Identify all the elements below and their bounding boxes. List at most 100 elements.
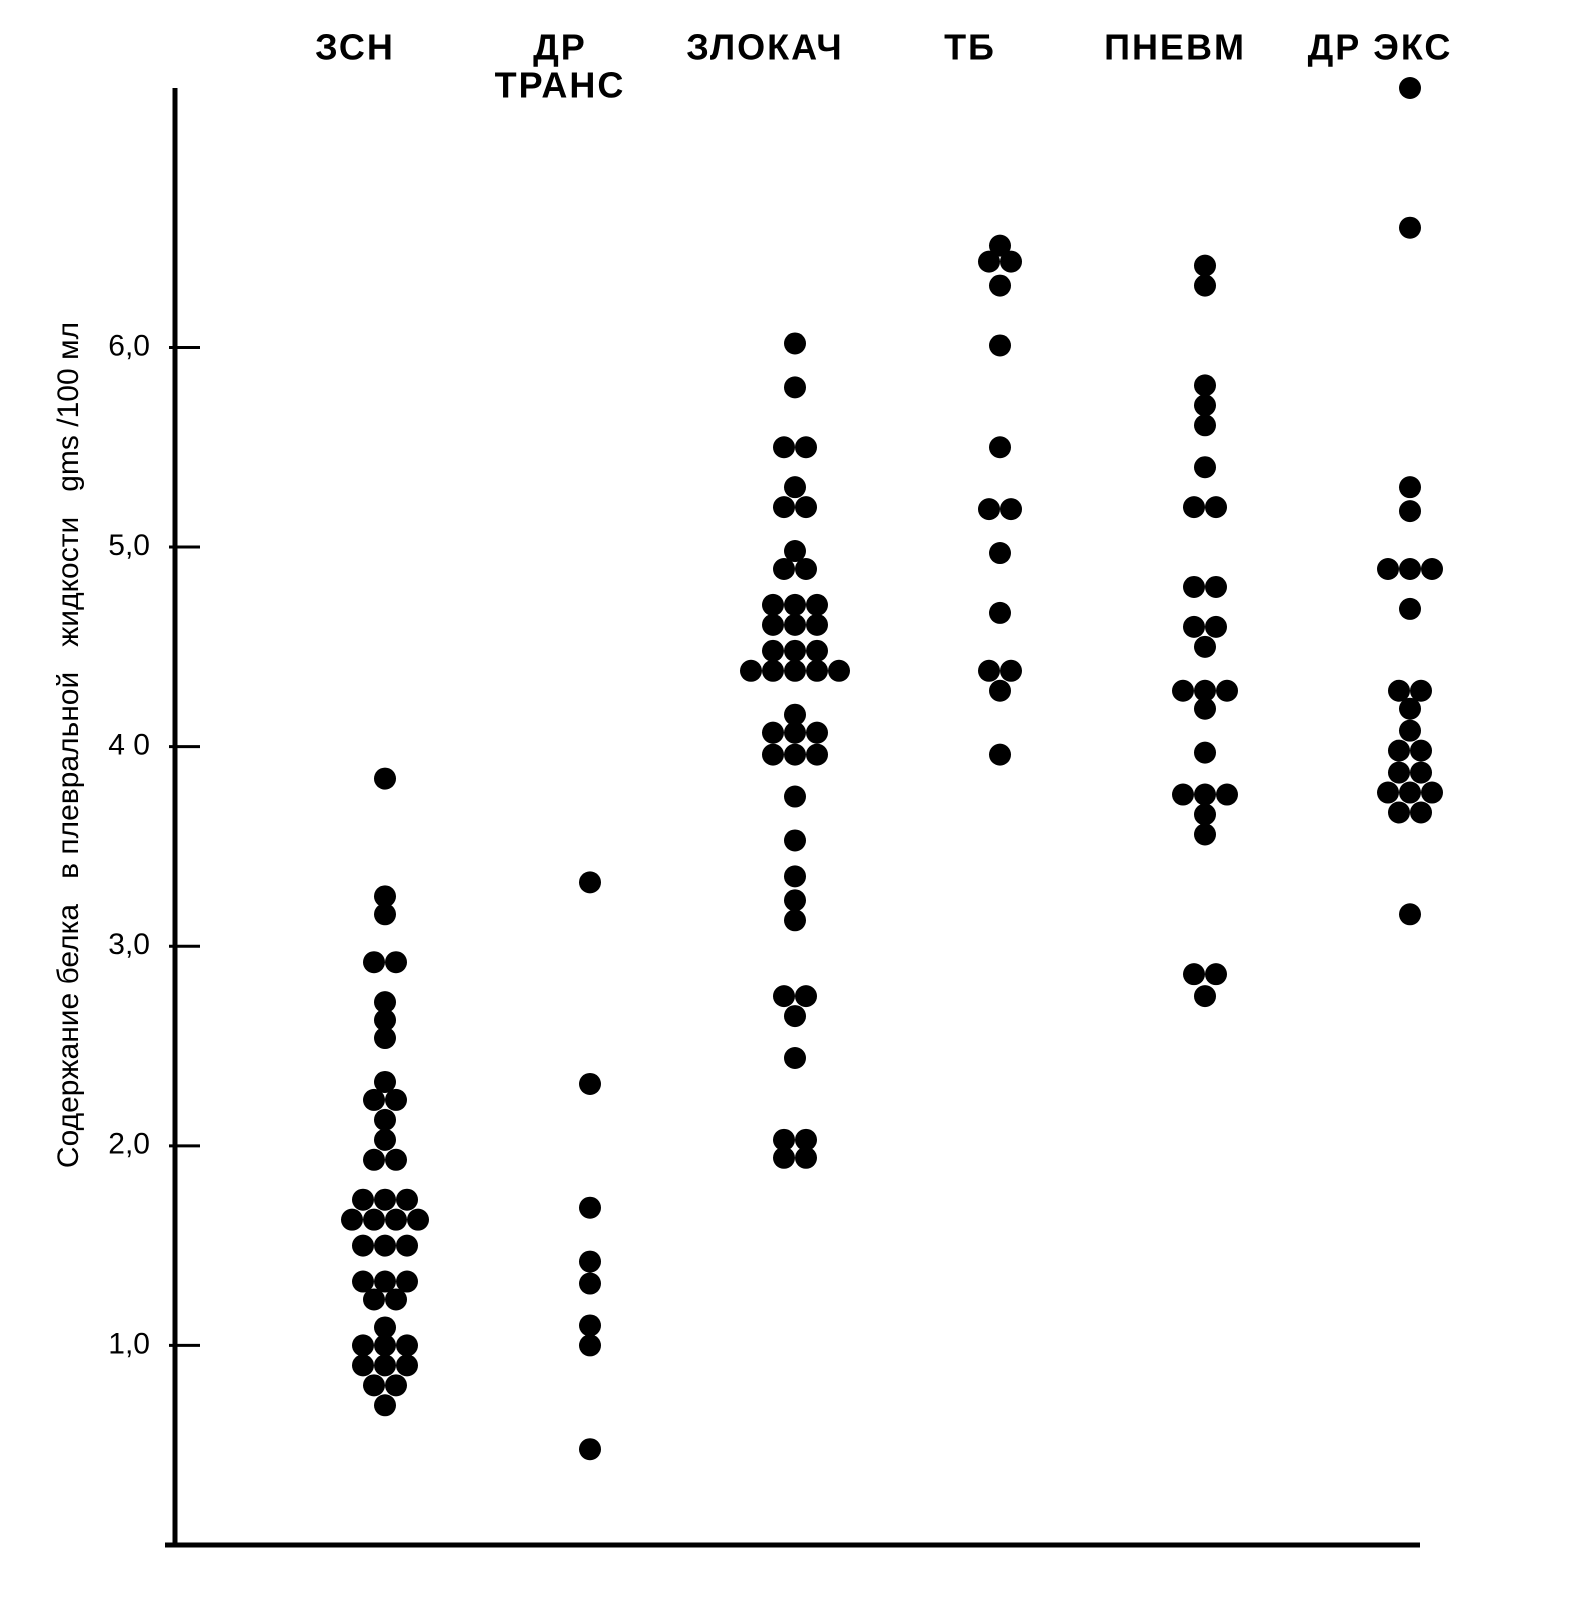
dot (784, 332, 806, 355)
dot (579, 1438, 601, 1461)
dot (363, 1208, 385, 1231)
dot (1399, 597, 1421, 620)
dot (396, 1188, 418, 1211)
dot (1194, 697, 1216, 720)
dot (806, 639, 828, 662)
dot (1421, 781, 1443, 804)
dot (784, 889, 806, 912)
dot (806, 613, 828, 636)
dot (978, 498, 1000, 521)
dot (784, 376, 806, 399)
dot (1410, 761, 1432, 784)
dot (806, 721, 828, 744)
dot (762, 639, 784, 662)
dot (1399, 697, 1421, 720)
dot (795, 496, 817, 519)
dot (978, 659, 1000, 682)
dot (385, 1148, 407, 1171)
dot (1399, 903, 1421, 926)
dot (352, 1334, 374, 1357)
dot (740, 659, 762, 682)
dot (1410, 801, 1432, 824)
dot (1194, 274, 1216, 297)
dot (579, 1272, 601, 1295)
dot (579, 1196, 601, 1219)
dot (989, 274, 1011, 297)
dot (784, 721, 806, 744)
dot (773, 985, 795, 1008)
dot (773, 558, 795, 581)
dot (1377, 558, 1399, 581)
dot (374, 767, 396, 790)
dot (989, 679, 1011, 702)
dot (1194, 394, 1216, 417)
category-label: ПНЕВМ (1104, 27, 1246, 68)
dot (806, 743, 828, 766)
dot (385, 1374, 407, 1397)
dot (374, 1316, 396, 1339)
dot (374, 1234, 396, 1257)
dot (1194, 679, 1216, 702)
dot (352, 1188, 374, 1211)
dot (989, 743, 1011, 766)
dot (374, 991, 396, 1014)
dot (1194, 254, 1216, 277)
dot (989, 436, 1011, 459)
dot (773, 436, 795, 459)
dot (989, 334, 1011, 357)
dot (579, 1072, 601, 1095)
dot (374, 885, 396, 908)
category-label: ЗЛОКАЧ (686, 27, 843, 68)
dot (784, 540, 806, 563)
dot (407, 1208, 429, 1231)
dot (1388, 761, 1410, 784)
dot (762, 721, 784, 744)
dot (374, 1354, 396, 1377)
dot (806, 593, 828, 616)
dot (1194, 374, 1216, 397)
dot (795, 1146, 817, 1169)
dot (1399, 216, 1421, 239)
dot (1205, 496, 1227, 519)
dot (1388, 801, 1410, 824)
dot (374, 1188, 396, 1211)
dot (784, 703, 806, 726)
dot (396, 1270, 418, 1293)
dot (1194, 456, 1216, 479)
dot (385, 1088, 407, 1111)
dot (1421, 558, 1443, 581)
dot (579, 1334, 601, 1357)
dot (1410, 679, 1432, 702)
dot (374, 1070, 396, 1093)
dot (795, 558, 817, 581)
dot (1388, 679, 1410, 702)
dot (773, 1128, 795, 1151)
dot (352, 1234, 374, 1257)
dot (784, 593, 806, 616)
dot (784, 865, 806, 888)
dot (374, 903, 396, 926)
dot (1194, 803, 1216, 826)
category-label: ТБ (944, 27, 996, 68)
dot (1194, 783, 1216, 806)
dot (762, 593, 784, 616)
dot (1183, 615, 1205, 638)
dot (385, 951, 407, 974)
dot (978, 250, 1000, 273)
dot (989, 234, 1011, 257)
y-tick-label: 2,0 (108, 1128, 150, 1161)
dot (1172, 679, 1194, 702)
dot (374, 1108, 396, 1131)
dot (773, 496, 795, 519)
dot (1194, 635, 1216, 658)
dot (341, 1208, 363, 1231)
dot (363, 1374, 385, 1397)
dot (989, 601, 1011, 624)
dot (784, 743, 806, 766)
dot (762, 743, 784, 766)
dot (1410, 739, 1432, 762)
y-tick-label: 1,0 (108, 1327, 150, 1360)
dot (396, 1354, 418, 1377)
dot (374, 1128, 396, 1151)
